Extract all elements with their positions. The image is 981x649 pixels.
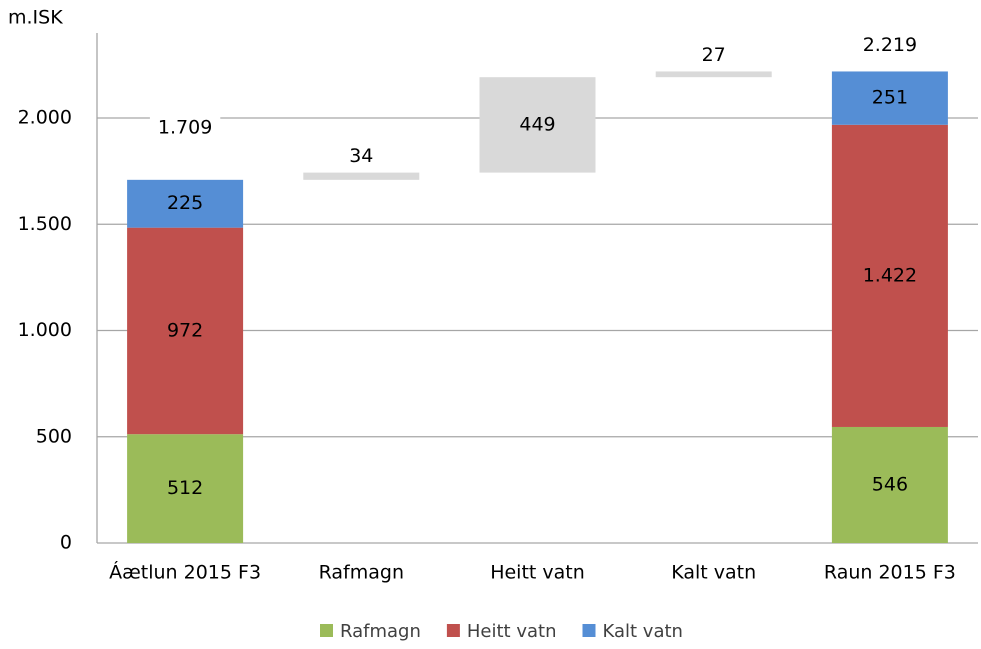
legend-label: Kalt vatn (603, 621, 683, 642)
legend-swatch (582, 624, 596, 637)
change-bar (655, 71, 772, 78)
label-background (854, 30, 926, 59)
legend: Rafmagn Heitt vatn Kalt vatn (320, 621, 683, 642)
label-background (149, 113, 221, 142)
legend-label: Rafmagn (340, 621, 421, 642)
y-tick-label: 0 (60, 532, 72, 554)
bar-segment (127, 179, 244, 228)
x-tick-label: Áætlun 2015 F3 (109, 561, 261, 584)
legend-swatch (320, 624, 333, 637)
y-tick-label: 1.000 (18, 319, 72, 341)
x-tick-label: Heitt vatn (490, 562, 585, 584)
data-label: 1.422 (863, 264, 917, 286)
bar-segment (831, 71, 948, 125)
y-axis-label: m.ISK (8, 7, 63, 29)
data-label: 546 (872, 473, 908, 495)
data-label: 449 (519, 113, 555, 135)
data-label: 34 (349, 145, 373, 167)
change-bar (303, 172, 420, 180)
data-label: 225 (167, 192, 203, 214)
data-label: 251 (872, 87, 908, 109)
y-tick-label: 500 (36, 425, 72, 447)
data-label: 2.219 (863, 34, 917, 56)
bar-segment (831, 124, 948, 427)
bar-segment (127, 227, 244, 435)
bar-segment (831, 426, 948, 543)
legend-swatch (446, 624, 460, 637)
x-tick-label: Kalt vatn (671, 562, 756, 584)
data-label: 972 (167, 319, 203, 341)
data-label: 27 (702, 44, 726, 66)
y-tick-label: 2.000 (18, 107, 72, 129)
change-bar (479, 77, 596, 173)
x-tick-label: Raun 2015 F3 (824, 562, 956, 584)
data-label: 1.709 (158, 116, 212, 138)
data-label: 512 (167, 477, 203, 499)
y-tick-label: 1.500 (18, 213, 72, 235)
x-tick-label: Rafmagn (319, 562, 404, 584)
legend-label: Heitt vatn (467, 621, 557, 642)
bar-segment (127, 434, 244, 543)
